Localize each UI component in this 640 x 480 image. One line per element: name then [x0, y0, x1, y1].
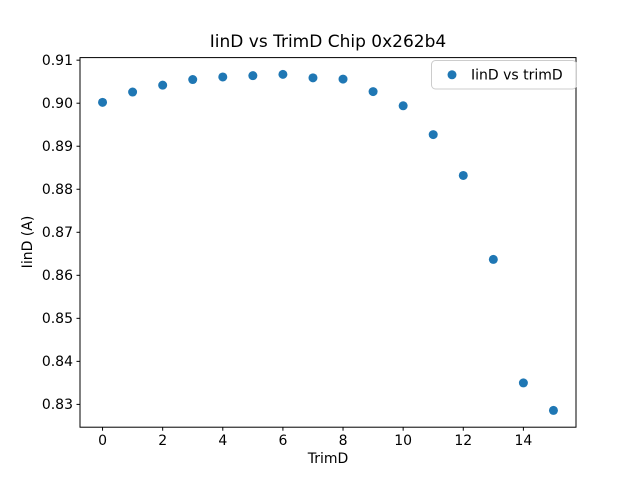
x-tick-label: 8 [339, 433, 348, 449]
x-tick-label: 14 [514, 433, 532, 449]
chart-title: IinD vs TrimD Chip 0x262b4 [210, 32, 446, 52]
data-point [128, 87, 138, 97]
y-tick-label: 0.85 [42, 311, 73, 327]
data-point [488, 254, 498, 264]
y-tick-label: 0.88 [42, 182, 73, 198]
y-tick-label: 0.86 [42, 268, 73, 284]
legend-marker-icon [447, 70, 457, 80]
x-tick-label: 0 [98, 433, 107, 449]
y-axis-ticks: 0.83 0.84 0.85 0.86 0.87 0.88 0.89 0.90 0.91 [42, 53, 80, 413]
legend: IinD vs trimD [431, 60, 577, 90]
y-axis-label: IinD (A) [20, 216, 36, 269]
y-tick-label: 0.87 [42, 225, 73, 241]
data-point [398, 101, 408, 111]
data-point [338, 74, 348, 84]
data-point [158, 80, 168, 90]
data-point [368, 87, 378, 97]
y-tick-label: 0.90 [42, 96, 73, 112]
data-point [278, 69, 288, 79]
x-tick-label: 10 [394, 433, 412, 449]
data-point [98, 97, 108, 107]
y-tick-label: 0.83 [42, 397, 73, 413]
data-point [188, 75, 198, 85]
y-tick-label: 0.91 [42, 53, 73, 69]
x-tick-label: 12 [454, 433, 472, 449]
data-point [218, 72, 228, 82]
legend-label: IinD vs trimD [471, 68, 563, 84]
data-point [458, 170, 468, 180]
data-point [518, 378, 528, 388]
data-point [548, 405, 558, 415]
data-point [308, 73, 318, 83]
plot-area [79, 57, 577, 428]
x-tick-label: 2 [158, 433, 167, 449]
data-point [428, 130, 438, 140]
legend-box [431, 60, 577, 90]
x-tick-label: 6 [278, 433, 287, 449]
data-point [248, 71, 258, 81]
y-tick-label: 0.89 [42, 139, 73, 155]
scatter-points [98, 69, 558, 415]
x-tick-label: 4 [218, 433, 227, 449]
x-axis-label: TrimD [307, 451, 349, 467]
x-axis-ticks: 0 2 4 6 8 10 12 14 [98, 427, 532, 449]
y-tick-label: 0.84 [42, 354, 73, 370]
